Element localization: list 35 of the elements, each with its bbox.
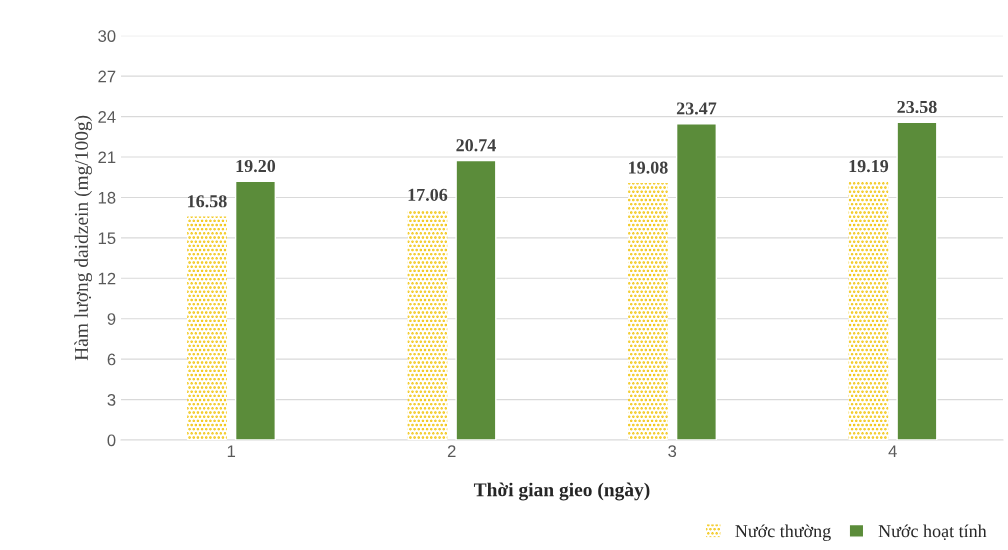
data-label: 23.47 bbox=[676, 102, 717, 115]
x-tick-label: 3 bbox=[668, 445, 677, 458]
y-tick-label: 12 bbox=[98, 272, 116, 285]
bar bbox=[187, 216, 227, 440]
data-label: 20.74 bbox=[456, 139, 496, 152]
data-label: 19.20 bbox=[236, 159, 276, 173]
y-tick-label: 9 bbox=[107, 313, 116, 325]
data-label: 19.08 bbox=[629, 161, 668, 174]
y-tick-label: 30 bbox=[98, 30, 116, 42]
y-tick-label: 0 bbox=[107, 434, 116, 447]
legend-label: Nước thường bbox=[735, 524, 831, 541]
y-tick-label: 21 bbox=[98, 151, 116, 164]
y-tick-label: 6 bbox=[107, 353, 116, 366]
bar bbox=[675, 123, 718, 440]
y-tick-label: 18 bbox=[98, 191, 116, 204]
data-label: 16.58 bbox=[188, 195, 227, 208]
bar bbox=[234, 180, 277, 440]
legend-label: Nước hoạt tính bbox=[878, 524, 987, 541]
x-tick-label: 1 bbox=[227, 445, 236, 457]
data-label: 23.58 bbox=[897, 100, 937, 114]
x-tick-label: 2 bbox=[447, 445, 456, 457]
bar bbox=[407, 210, 448, 440]
data-label: 19.19 bbox=[849, 160, 889, 173]
bar bbox=[896, 121, 938, 440]
bar bbox=[848, 181, 889, 440]
data-label: 17.06 bbox=[408, 188, 448, 201]
y-tick-label: 27 bbox=[98, 70, 116, 83]
bar bbox=[628, 182, 668, 440]
y-tick-label: 24 bbox=[98, 111, 116, 123]
x-tick-label: 4 bbox=[888, 445, 897, 457]
y-axis-title: Hàm lượng daidzein (mg/100g) bbox=[74, 115, 93, 361]
bar bbox=[455, 159, 497, 440]
y-tick-label: 3 bbox=[107, 393, 116, 406]
y-tick-label: 15 bbox=[98, 232, 116, 245]
x-axis-title: Thời gian gieo (ngày) bbox=[473, 482, 650, 501]
